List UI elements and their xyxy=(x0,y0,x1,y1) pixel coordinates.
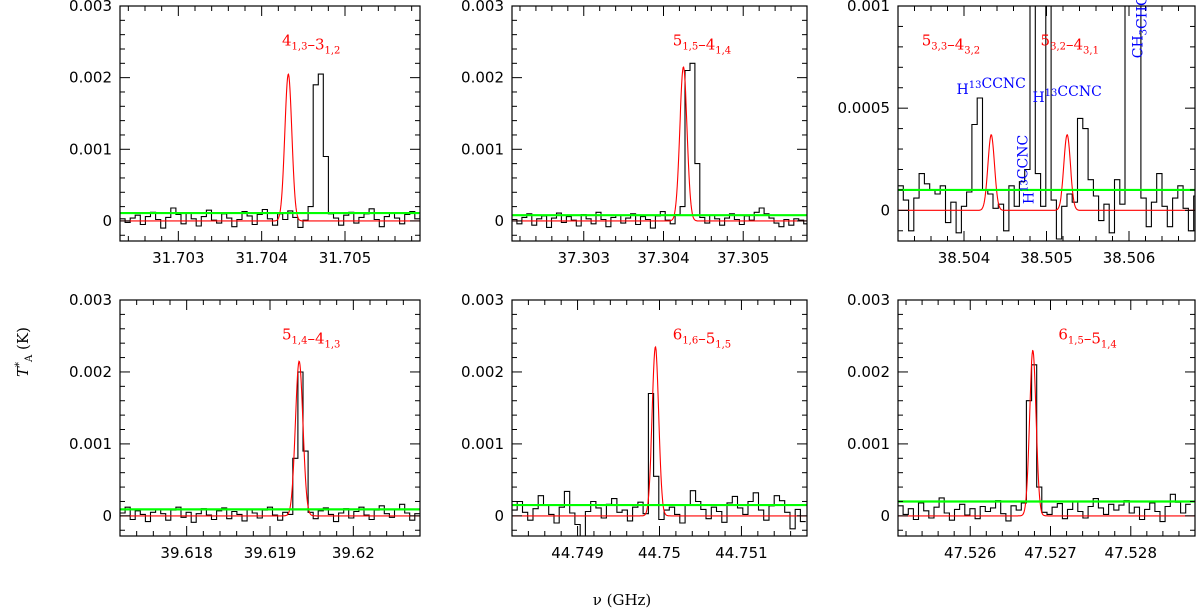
y-tick-label: 0.002 xyxy=(847,363,890,381)
y-tick-label: 0 xyxy=(102,212,112,230)
panel-frame xyxy=(511,299,808,537)
species-label: H13CCNC xyxy=(1032,84,1101,106)
plot-area xyxy=(512,345,807,536)
x-tick-label: 37.303 xyxy=(558,249,611,267)
x-tick-label: 39.618 xyxy=(160,544,213,562)
x-tick-label: 39.62 xyxy=(332,544,375,562)
spectrum-line xyxy=(898,364,1191,523)
y-tick-label: 0.0005 xyxy=(838,99,891,117)
spectrum-line xyxy=(512,392,806,536)
panel-6: 0 0.001 0.002 0.003 47.526 47.527 47.528 61,5–5… xyxy=(847,291,1196,562)
species-label: CH3CHO xyxy=(1130,0,1150,58)
y-tick-label: 0.002 xyxy=(461,69,504,87)
y-tick-label: 0 xyxy=(494,212,504,230)
y-tick-label: 0.001 xyxy=(69,140,112,158)
x-tick-label: 38.505 xyxy=(1020,249,1073,267)
x-tick-label: 38.506 xyxy=(1103,249,1156,267)
spectrum-line xyxy=(120,371,420,523)
y-tick-label: 0.003 xyxy=(69,0,112,15)
spectrum-line xyxy=(120,73,420,229)
x-tick-label: 44.751 xyxy=(715,544,768,562)
y-tick-label: 0.001 xyxy=(847,0,890,15)
y-tick-label: 0.002 xyxy=(69,69,112,87)
y-tick-label: 0 xyxy=(494,507,504,525)
panel-frame xyxy=(119,5,421,242)
plot-area xyxy=(898,349,1195,523)
x-tick-label: 37.304 xyxy=(637,249,690,267)
y-tick-label: 0.002 xyxy=(461,363,504,381)
model-fit-line xyxy=(120,360,420,517)
model-fit-line xyxy=(120,73,420,222)
transition-label: 41,3–31,2 xyxy=(282,31,340,56)
y-tick-label: 0.001 xyxy=(69,435,112,453)
x-tick-label: 44.75 xyxy=(638,544,681,562)
plot-area xyxy=(898,6,1195,240)
y-tick-label: 0.002 xyxy=(69,363,112,381)
y-tick-label: 0.003 xyxy=(847,291,890,309)
x-tick-label: 31.704 xyxy=(235,249,288,267)
plot-area xyxy=(120,73,420,229)
spectrum-line xyxy=(512,62,807,229)
transition-label: 53,2–43,1 xyxy=(1041,31,1099,56)
x-tick-label: 31.705 xyxy=(319,249,372,267)
panel-4: 0 0.001 0.002 0.003 39.618 39.619 39.62 51,4–41… xyxy=(69,291,421,562)
panel-1: 0 0.001 0.002 0.003 31.703 31.704 31.705 41,3–3… xyxy=(69,0,421,267)
y-tick-label: 0.003 xyxy=(461,0,504,15)
species-label: H13CCNC xyxy=(1015,135,1037,204)
y-axis-title: T*A (K) xyxy=(14,327,35,377)
transition-label: 61,6–51,5 xyxy=(673,326,731,351)
y-tick-label: 0 xyxy=(880,201,890,219)
plot-area xyxy=(120,360,420,523)
transition-label: 51,5–41,4 xyxy=(673,31,731,56)
x-axis-title: ν (GHz) xyxy=(593,591,652,609)
model-fit-line xyxy=(898,133,1195,211)
x-tick-label: 31.703 xyxy=(152,249,205,267)
y-tick-label: 0.003 xyxy=(69,291,112,309)
y-tick-label: 0.001 xyxy=(847,435,890,453)
x-tick-label: 47.526 xyxy=(944,544,997,562)
x-tick-label: 47.528 xyxy=(1105,544,1158,562)
y-tick-label: 0.001 xyxy=(461,140,504,158)
x-tick-label: 38.504 xyxy=(938,249,991,267)
transition-label: 53,3–43,2 xyxy=(922,31,980,56)
x-tick-label: 39.619 xyxy=(244,544,297,562)
panel-frame xyxy=(511,5,808,242)
plot-area xyxy=(512,62,807,229)
panel-frame xyxy=(119,299,421,537)
panel-5: 0 0.001 0.002 0.003 44.749 44.75 44.751 61,6–51… xyxy=(461,291,808,562)
y-tick-label: 0 xyxy=(102,507,112,525)
panel-frame xyxy=(897,299,1196,537)
panels: 0 0.001 0.002 0.003 31.703 31.704 31.705 41,3–3… xyxy=(69,0,1196,562)
x-tick-label: 47.527 xyxy=(1024,544,1077,562)
model-fit-line xyxy=(898,349,1195,517)
model-fit-line xyxy=(512,66,807,222)
spectrum-line xyxy=(898,6,1195,240)
panel-3: 0 0.0005 0.001 38.504 38.505 38.506 53,3–43,2 5… xyxy=(838,0,1196,267)
model-fit-line xyxy=(512,345,807,517)
transition-label: 51,4–41,3 xyxy=(282,326,340,351)
panel-2: 0 0.001 0.002 0.003 37.303 37.304 37.305 51,5–4… xyxy=(461,0,808,267)
y-tick-label: 0.003 xyxy=(461,291,504,309)
y-tick-label: 0 xyxy=(880,507,890,525)
x-tick-label: 44.749 xyxy=(551,544,604,562)
species-label: H13CCNC xyxy=(957,76,1026,98)
y-tick-label: 0.001 xyxy=(461,435,504,453)
transition-label: 61,5–51,4 xyxy=(1058,326,1116,351)
x-tick-label: 37.305 xyxy=(717,249,770,267)
